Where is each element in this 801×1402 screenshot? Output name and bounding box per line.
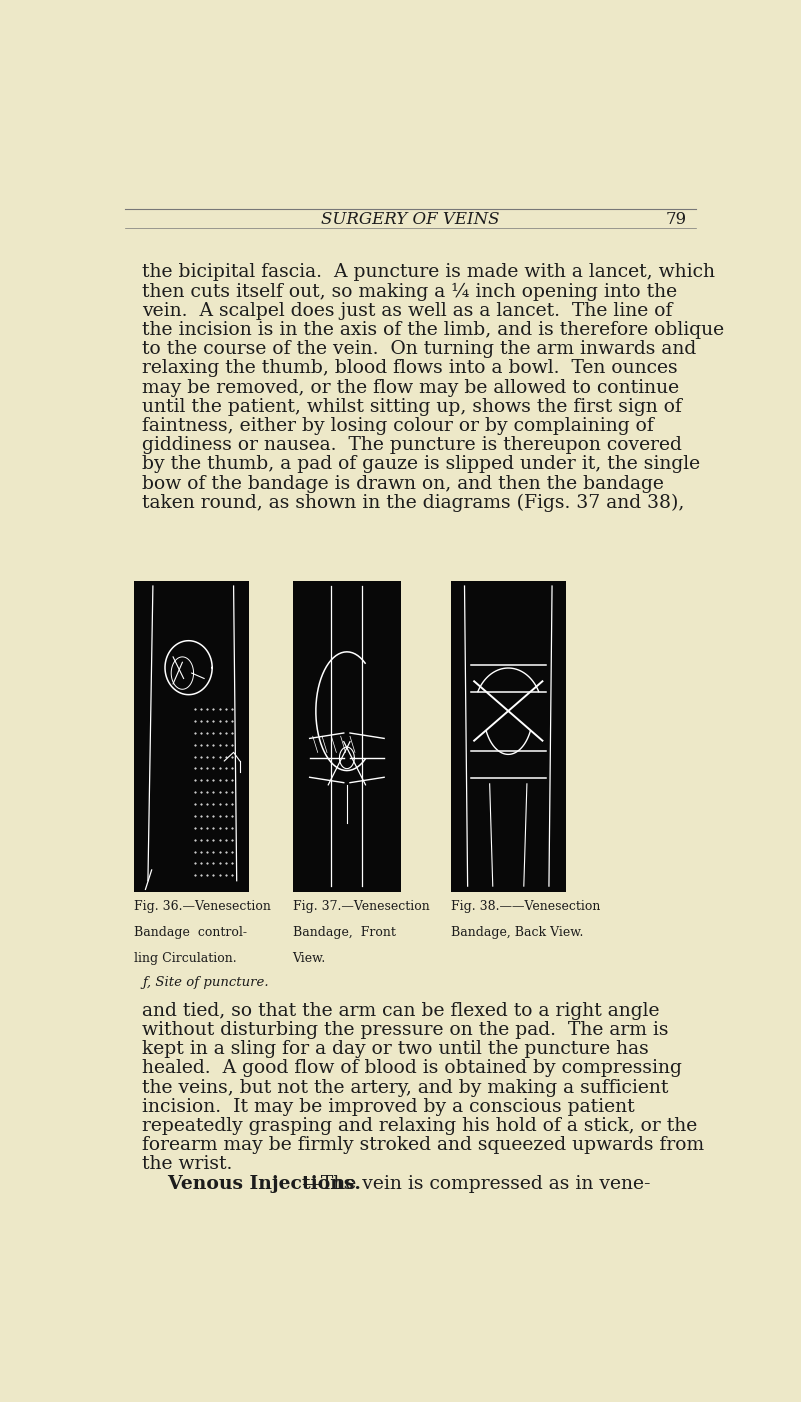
Text: ling Circulation.: ling Circulation.: [135, 952, 237, 965]
Text: relaxing the thumb, blood flows into a bowl.  Ten ounces: relaxing the thumb, blood flows into a b…: [143, 359, 678, 377]
Bar: [292, 580, 401, 892]
Text: SURGERY OF VEINS: SURGERY OF VEINS: [321, 212, 500, 229]
Text: taken round, as shown in the diagrams (Figs. 37 and 38),: taken round, as shown in the diagrams (F…: [143, 494, 685, 512]
Text: Bandage  control-: Bandage control-: [135, 927, 248, 939]
Text: Bandage,  Front: Bandage, Front: [292, 927, 396, 939]
Text: View.: View.: [292, 952, 326, 965]
Text: the bicipital fascia.  A puncture is made with a lancet, which: the bicipital fascia. A puncture is made…: [143, 264, 715, 282]
Text: vein.  A scalpel does just as well as a lancet.  The line of: vein. A scalpel does just as well as a l…: [143, 301, 673, 320]
Text: bow of the bandage is drawn on, and then the bandage: bow of the bandage is drawn on, and then…: [143, 475, 664, 492]
Text: the incision is in the axis of the limb, and is therefore oblique: the incision is in the axis of the limb,…: [143, 321, 724, 339]
Text: then cuts itself out, so making a ¼ inch opening into the: then cuts itself out, so making a ¼ inch…: [143, 282, 678, 300]
Text: to the course of the vein.  On turning the arm inwards and: to the course of the vein. On turning th…: [143, 341, 697, 358]
Text: ƒ, Site of puncture.: ƒ, Site of puncture.: [143, 976, 269, 988]
Text: giddiness or nausea.  The puncture is thereupon covered: giddiness or nausea. The puncture is the…: [143, 436, 682, 454]
Text: incision.  It may be improved by a conscious patient: incision. It may be improved by a consci…: [143, 1098, 635, 1116]
Text: forearm may be firmly stroked and squeezed upwards from: forearm may be firmly stroked and squeez…: [143, 1136, 704, 1154]
Text: Fig. 38.——Venesection: Fig. 38.——Venesection: [451, 900, 600, 913]
Text: Fig. 36.—Venesection: Fig. 36.—Venesection: [135, 900, 272, 913]
Text: Bandage, Back View.: Bandage, Back View.: [451, 927, 583, 939]
Text: kept in a sling for a day or two until the puncture has: kept in a sling for a day or two until t…: [143, 1040, 649, 1059]
Bar: [135, 580, 249, 892]
Text: may be removed, or the flow may be allowed to continue: may be removed, or the flow may be allow…: [143, 379, 679, 397]
Text: Venous Injections.: Venous Injections.: [143, 1175, 361, 1193]
Bar: [451, 580, 566, 892]
Text: and tied, so that the arm can be flexed to a right angle: and tied, so that the arm can be flexed …: [143, 1001, 660, 1019]
Text: Fig. 37.—Venesection: Fig. 37.—Venesection: [292, 900, 429, 913]
Text: 79: 79: [666, 212, 686, 229]
Text: faintness, either by losing colour or by complaining of: faintness, either by losing colour or by…: [143, 416, 654, 435]
Text: the wrist.: the wrist.: [143, 1155, 233, 1173]
Text: by the thumb, a pad of gauze is slipped under it, the single: by the thumb, a pad of gauze is slipped …: [143, 456, 700, 474]
Text: repeatedly grasping and relaxing his hold of a stick, or the: repeatedly grasping and relaxing his hol…: [143, 1117, 698, 1136]
Text: the veins, but not the artery, and by making a sufficient: the veins, but not the artery, and by ma…: [143, 1078, 669, 1096]
Text: without disturbing the pressure on the pad.  The arm is: without disturbing the pressure on the p…: [143, 1021, 669, 1039]
Text: healed.  A good flow of blood is obtained by compressing: healed. A good flow of blood is obtained…: [143, 1060, 682, 1077]
Text: until the patient, whilst sitting up, shows the first sign of: until the patient, whilst sitting up, sh…: [143, 398, 682, 416]
Text: —The vein is compressed as in vene-: —The vein is compressed as in vene-: [303, 1175, 651, 1193]
